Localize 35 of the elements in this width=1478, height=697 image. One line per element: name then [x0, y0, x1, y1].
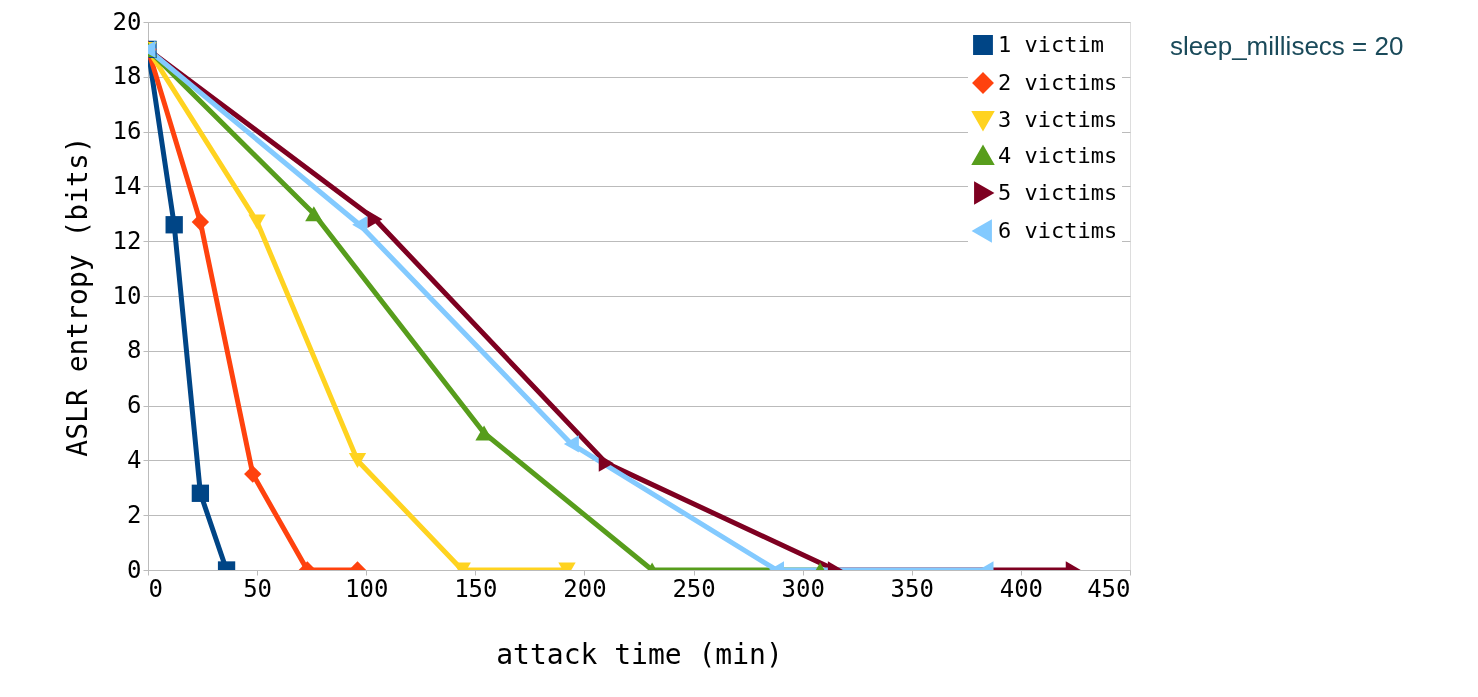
x-tick-label: 150 [454, 574, 498, 603]
legend-label: 1 victim [998, 32, 1104, 57]
point [305, 206, 323, 222]
x-tick-label: 50 [243, 574, 273, 603]
x-tick-label: 250 [672, 574, 716, 603]
x-tick-label: 200 [563, 574, 607, 603]
point [191, 213, 210, 231]
x-tick-label: 300 [781, 574, 825, 603]
legend-label: 4 victims [998, 143, 1118, 168]
y-tick-label: 2 [127, 500, 142, 529]
x-tick-label: 400 [999, 574, 1044, 603]
y-tick-label: 20 [112, 7, 142, 36]
text: sleep_millisecs = 20 [1170, 31, 1404, 61]
y-axis-title: ASLR entropy (bits) [60, 136, 94, 457]
y-tick-label: 18 [112, 62, 142, 91]
x-tick-label: 0 [148, 574, 163, 603]
legend-label: 3 victims [998, 107, 1118, 132]
y-tick-label: 12 [112, 226, 142, 255]
point [248, 214, 266, 230]
x-tick-label: 350 [890, 574, 934, 603]
legend-label: 2 victims [998, 70, 1118, 95]
point [367, 210, 383, 228]
legend-label: 6 victims [998, 218, 1118, 243]
y-tick-label: 6 [127, 391, 142, 420]
y-tick-label: 4 [127, 445, 142, 474]
y-tick-label: 10 [112, 281, 142, 310]
x-tick-label: 100 [345, 574, 389, 603]
x-axis-title: attack time (min) [496, 637, 783, 671]
y-tick-label: 8 [127, 336, 142, 365]
x-tick-label: 450 [1087, 574, 1131, 603]
y-tick-label: 0 [127, 555, 142, 584]
y-tick-label: 16 [112, 117, 142, 146]
legend-label: 5 victims [998, 180, 1118, 205]
y-tick-label: 14 [112, 171, 142, 200]
point [165, 216, 183, 234]
